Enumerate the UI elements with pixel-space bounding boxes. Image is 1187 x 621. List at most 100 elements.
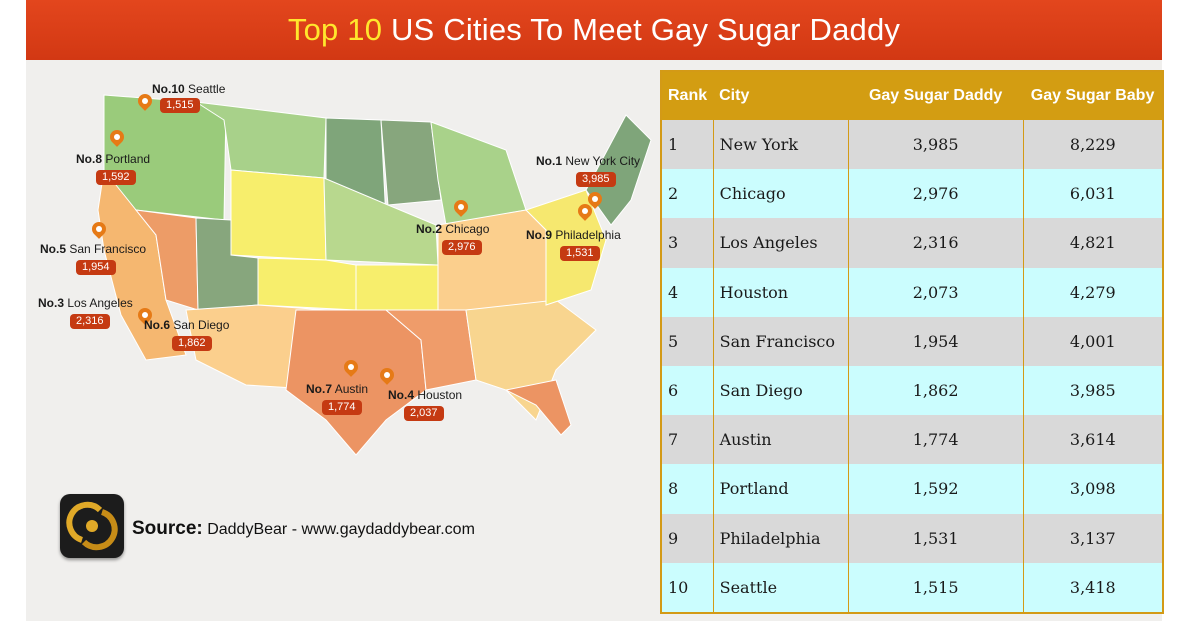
marker-count: 1,862 <box>172 336 212 351</box>
header-rank: Rank <box>662 72 714 120</box>
table-row: 3 Los Angeles 2,316 4,821 <box>662 218 1162 268</box>
cell-sugar-daddy: 1,515 <box>847 562 1024 612</box>
marker-count: 1,531 <box>560 246 600 261</box>
cell-city: Chicago <box>712 169 849 219</box>
marker-rank: No.5 <box>40 242 67 256</box>
cell-rank: 10 <box>662 562 714 612</box>
source-value: DaddyBear - www.gaydaddybear.com <box>202 521 475 538</box>
cell-city: Houston <box>712 267 849 317</box>
table-body: 1 New York 3,985 8,229 2 Chicago 2,976 6,031 3 Lo… <box>662 120 1162 612</box>
table-header-row: Rank City Gay Sugar Daddy Gay Sugar Baby <box>662 72 1162 120</box>
wisconsin-michigan-region <box>430 121 527 226</box>
cell-sugar-baby: 4,821 <box>1022 218 1162 268</box>
marker-rank: No.6 <box>144 318 171 332</box>
cell-rank: 3 <box>662 218 714 268</box>
source-text: Source: DaddyBear - www.gaydaddybear.com <box>132 518 475 540</box>
us-map <box>97 94 652 456</box>
marker-label: No.9 Philadelphia <box>526 228 621 242</box>
title-banner: Top 10 US Cities To Meet Gay Sugar Daddy <box>26 0 1162 60</box>
marker-label: No.4 Houston <box>388 388 462 402</box>
cell-city: Philadelphia <box>712 513 849 563</box>
marker-city: Chicago <box>445 222 490 236</box>
marker-label: No.5 San Francisco <box>40 242 146 256</box>
cell-city: Portland <box>712 464 849 514</box>
table-row: 1 New York 3,985 8,229 <box>662 120 1162 170</box>
marker-city: San Francisco <box>69 242 147 256</box>
marker-city: Austin <box>334 382 369 396</box>
kansas-region <box>355 264 439 311</box>
cell-sugar-daddy: 2,073 <box>847 267 1024 317</box>
marker-rank: No.8 <box>76 152 103 166</box>
cell-sugar-baby: 3,985 <box>1022 365 1162 416</box>
cell-sugar-baby: 3,418 <box>1022 562 1162 612</box>
northeast-region <box>585 114 652 226</box>
cell-sugar-baby: 8,229 <box>1022 120 1162 170</box>
marker-label: No.6 San Diego <box>144 318 229 332</box>
ranking-table-container: Rank City Gay Sugar Daddy Gay Sugar Baby… <box>660 70 1164 614</box>
nebraska-region <box>323 177 439 266</box>
cell-city: New York <box>712 120 849 170</box>
marker-city: Los Angeles <box>67 296 133 310</box>
marker-count: 1,774 <box>322 400 362 415</box>
cell-sugar-daddy: 1,531 <box>847 513 1024 563</box>
cell-sugar-baby: 6,031 <box>1022 169 1162 219</box>
header-sugar-daddy: Gay Sugar Daddy <box>848 72 1024 120</box>
cell-sugar-daddy: 1,592 <box>847 464 1024 514</box>
marker-label: No.2 Chicago <box>416 222 489 236</box>
marker-label: No.7 Austin <box>306 382 368 396</box>
marker-rank: No.4 <box>388 388 415 402</box>
table-row: 4 Houston 2,073 4,279 <box>662 267 1162 317</box>
cell-sugar-baby: 4,001 <box>1022 316 1162 366</box>
cell-rank: 5 <box>662 316 714 366</box>
marker-city: New York City <box>565 154 641 168</box>
daddybear-logo-icon <box>60 494 124 558</box>
source-label: Source: <box>132 518 203 539</box>
marker-rank: No.10 <box>152 82 185 96</box>
cell-city: Los Angeles <box>712 218 849 268</box>
cell-sugar-daddy: 1,954 <box>847 316 1024 366</box>
ranking-table: Rank City Gay Sugar Daddy Gay Sugar Baby… <box>662 72 1162 612</box>
title-highlight: Top 10 <box>287 12 383 47</box>
cell-sugar-daddy: 2,976 <box>847 169 1024 219</box>
infographic: Top 10 US Cities To Meet Gay Sugar Daddy <box>26 0 1164 621</box>
table-row: 9 Philadelphia 1,531 3,137 <box>662 513 1162 563</box>
marker-rank: No.7 <box>306 382 333 396</box>
marker-count: 1,592 <box>96 170 136 185</box>
header-sugar-baby: Gay Sugar Baby <box>1023 72 1162 120</box>
cell-rank: 2 <box>662 169 714 219</box>
marker-label: No.1 New York City <box>536 154 640 168</box>
table-row: 5 San Francisco 1,954 4,001 <box>662 316 1162 366</box>
marker-rank: No.3 <box>38 296 65 310</box>
logo-mark <box>66 501 118 551</box>
cell-sugar-baby: 4,279 <box>1022 267 1162 317</box>
cell-rank: 8 <box>662 464 714 514</box>
table-row: 2 Chicago 2,976 6,031 <box>662 169 1162 219</box>
marker-city: San Diego <box>173 318 230 332</box>
marker-city: Seattle <box>188 82 226 96</box>
marker-rank: No.1 <box>536 154 563 168</box>
cell-sugar-daddy: 1,774 <box>847 415 1024 465</box>
cell-city: Austin <box>712 415 849 465</box>
marker-label: No.8 Portland <box>76 152 150 166</box>
colorado-region <box>257 257 357 311</box>
cell-city: San Diego <box>712 365 849 416</box>
nevada-region <box>134 209 199 311</box>
header-city: City <box>713 72 849 120</box>
marker-count: 2,976 <box>442 240 482 255</box>
table-row: 7 Austin 1,774 3,614 <box>662 415 1162 465</box>
cell-rank: 7 <box>662 415 714 465</box>
florida-region <box>504 379 572 436</box>
marker-city: Portland <box>105 152 151 166</box>
title-text: US Cities To Meet Gay Sugar Daddy <box>382 12 901 47</box>
cell-rank: 6 <box>662 365 714 416</box>
page-title: Top 10 US Cities To Meet Gay Sugar Daddy <box>26 12 1162 48</box>
cell-rank: 4 <box>662 267 714 317</box>
cell-city: Seattle <box>712 562 849 612</box>
cell-sugar-daddy: 3,985 <box>847 120 1024 170</box>
table-row: 8 Portland 1,592 3,098 <box>662 464 1162 514</box>
marker-count: 2,037 <box>404 406 444 421</box>
marker-count: 1,954 <box>76 260 116 275</box>
cell-rank: 9 <box>662 513 714 563</box>
table-row: 6 San Diego 1,862 3,985 <box>662 365 1162 416</box>
cell-sugar-daddy: 1,862 <box>847 365 1024 416</box>
